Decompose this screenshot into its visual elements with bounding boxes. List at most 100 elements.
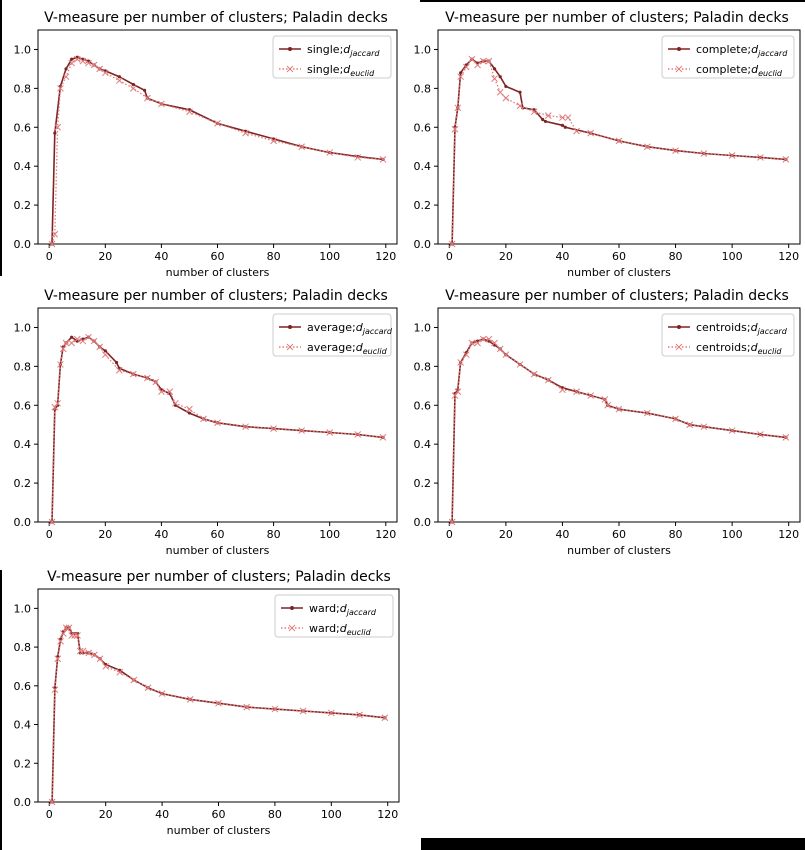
marker-stroke bbox=[79, 337, 87, 345]
data-point bbox=[326, 429, 334, 436]
frame-edge-bottom-right bbox=[421, 838, 805, 850]
marker-stroke bbox=[186, 108, 193, 116]
data-point bbox=[672, 147, 679, 154]
data-point bbox=[479, 335, 487, 343]
data-point bbox=[96, 655, 104, 663]
y-tick-label: 0.6 bbox=[14, 121, 32, 134]
marker-stroke bbox=[479, 57, 487, 65]
legend-box bbox=[272, 35, 392, 79]
marker-stroke bbox=[59, 345, 67, 353]
x-tick-label: 60 bbox=[211, 528, 225, 541]
x-tick-label: 40 bbox=[155, 808, 169, 821]
marker-stroke bbox=[85, 649, 93, 657]
marker-stroke bbox=[601, 396, 609, 403]
series-line bbox=[51, 627, 385, 803]
marker-stroke bbox=[101, 69, 109, 77]
data-point bbox=[187, 411, 192, 415]
marker-stroke bbox=[51, 403, 59, 411]
data-point bbox=[587, 392, 595, 399]
legend-label: single;deuclid bbox=[307, 63, 375, 78]
marker-stroke bbox=[454, 104, 462, 112]
marker-stroke bbox=[530, 108, 538, 116]
y-tick-label: 0.8 bbox=[414, 82, 432, 95]
marker-stroke bbox=[454, 388, 462, 396]
x-tick-label: 60 bbox=[612, 528, 626, 541]
series-line bbox=[51, 58, 384, 245]
y-tick-label: 1.0 bbox=[414, 321, 432, 334]
data-point bbox=[152, 378, 160, 386]
data-point bbox=[700, 150, 708, 157]
chart-title: V-measure per number of clusters; Paladi… bbox=[44, 288, 388, 304]
marker-stroke bbox=[48, 798, 56, 806]
marker-stroke bbox=[186, 405, 193, 413]
data-point bbox=[71, 632, 79, 639]
marker-stroke bbox=[130, 370, 137, 378]
chart-title: V-measure per number of clusters; Paladi… bbox=[445, 288, 789, 304]
y-tick-label: 0.2 bbox=[14, 199, 32, 212]
legend-box bbox=[661, 313, 795, 357]
marker-stroke bbox=[144, 94, 151, 102]
data-point bbox=[502, 351, 510, 359]
series-complete-euclid bbox=[448, 55, 790, 248]
chart-complete-linkage: V-measure per number of clusters; Paladi… bbox=[414, 10, 801, 279]
marker-stroke bbox=[615, 405, 623, 413]
data-point bbox=[686, 421, 694, 429]
data-point bbox=[48, 798, 56, 806]
legend-marker bbox=[286, 65, 294, 73]
legend-item-jaccard: complete;djaccard bbox=[668, 43, 788, 58]
data-point bbox=[101, 69, 109, 77]
chart-title: V-measure per number of clusters; Paladi… bbox=[445, 10, 789, 26]
data-point bbox=[379, 434, 387, 441]
data-point bbox=[90, 337, 98, 345]
data-point bbox=[541, 117, 545, 122]
y-tick-label: 0.8 bbox=[14, 82, 32, 95]
marker-stroke bbox=[700, 150, 708, 157]
data-point bbox=[70, 335, 74, 339]
data-point bbox=[326, 149, 334, 156]
data-point bbox=[53, 131, 57, 135]
series-line bbox=[51, 56, 384, 245]
data-point bbox=[516, 102, 524, 110]
marker-stroke bbox=[516, 361, 524, 368]
data-point bbox=[186, 405, 193, 413]
x-axis-label: number of clusters bbox=[567, 544, 671, 557]
marker-stroke bbox=[530, 370, 538, 378]
data-point bbox=[79, 337, 87, 345]
data-point bbox=[144, 94, 151, 102]
marker-stroke bbox=[115, 366, 123, 374]
marker-stroke bbox=[62, 339, 70, 347]
marker-stroke bbox=[544, 376, 552, 384]
data-point bbox=[615, 137, 623, 145]
marker-stroke bbox=[298, 143, 305, 151]
data-point bbox=[462, 63, 470, 71]
data-point bbox=[200, 415, 207, 423]
x-tick-label: 20 bbox=[98, 528, 112, 541]
x-tick-label: 20 bbox=[99, 808, 113, 821]
data-point bbox=[186, 108, 193, 116]
marker-stroke bbox=[686, 421, 694, 429]
legend-item-jaccard: ward;djaccard bbox=[281, 602, 377, 617]
data-point bbox=[485, 57, 493, 65]
series-complete-jaccard bbox=[450, 57, 788, 246]
series-line bbox=[51, 626, 385, 803]
series-average-jaccard bbox=[50, 335, 385, 524]
data-point bbox=[498, 75, 502, 79]
legend-box bbox=[274, 594, 394, 638]
y-tick-label: 0.2 bbox=[14, 757, 32, 770]
marker-stroke bbox=[782, 434, 790, 441]
data-point bbox=[544, 376, 552, 384]
data-point bbox=[601, 396, 609, 403]
x-axis-label: number of clusters bbox=[166, 544, 270, 557]
legend-item-jaccard: single;djaccard bbox=[279, 43, 380, 58]
data-point bbox=[782, 156, 790, 163]
data-point bbox=[62, 73, 70, 81]
legend-label: centroids;djaccard bbox=[696, 321, 788, 336]
x-tick-label: 80 bbox=[267, 528, 281, 541]
y-tick-label: 0.0 bbox=[414, 516, 432, 529]
data-point bbox=[530, 370, 538, 378]
legend-marker bbox=[675, 343, 683, 351]
data-point bbox=[114, 360, 119, 365]
y-tick-label: 0.6 bbox=[14, 399, 32, 412]
data-point bbox=[564, 114, 572, 121]
marker-stroke bbox=[491, 75, 498, 82]
